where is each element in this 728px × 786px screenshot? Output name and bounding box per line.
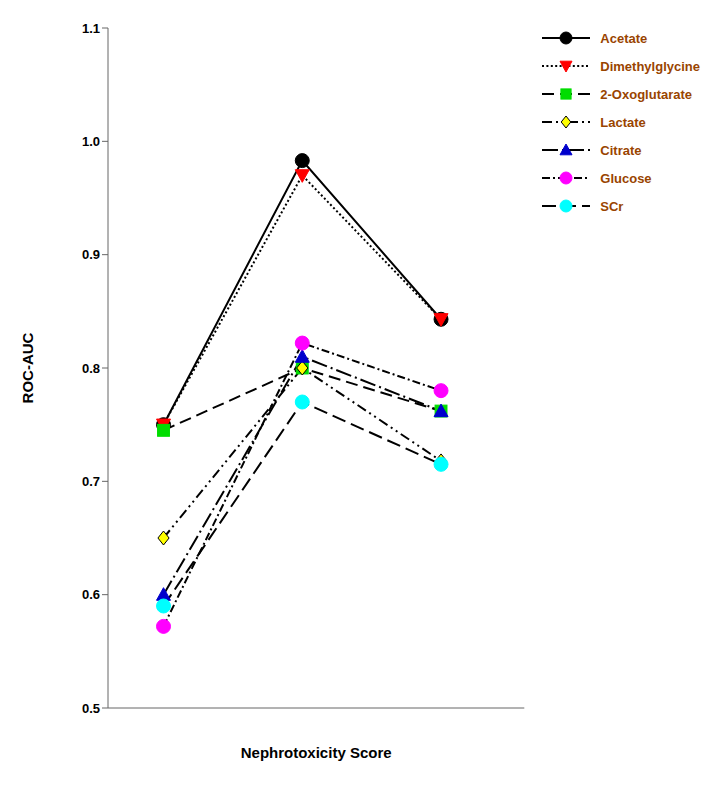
html-text:Dimethylglycine: Dimethylglycine [600, 58, 700, 74]
html-text:SCr: SCr [600, 198, 624, 214]
svg-text:0.6: 0.6 [82, 587, 100, 602]
svg-text:0.8: 0.8 [82, 361, 100, 376]
svg-text:0.5: 0.5 [82, 701, 100, 716]
html-text:Acetate: Acetate [600, 30, 648, 46]
html-text:Glucose: Glucose [600, 170, 652, 186]
svg-text:1.0: 1.0 [82, 134, 100, 149]
html-text:Lactate: Lactate [600, 114, 646, 130]
svg-text:ROC-AUC: ROC-AUC [19, 332, 36, 403]
svg-text:1.1: 1.1 [82, 21, 100, 36]
html-text:Citrate: Citrate [600, 142, 642, 158]
svg-text:0.9: 0.9 [82, 247, 100, 262]
html-text:2-Oxoglutarate: 2-Oxoglutarate [600, 86, 692, 102]
svg-text:0.7: 0.7 [82, 474, 100, 489]
svg-text:Nephrotoxicity Score: Nephrotoxicity Score [241, 744, 392, 761]
